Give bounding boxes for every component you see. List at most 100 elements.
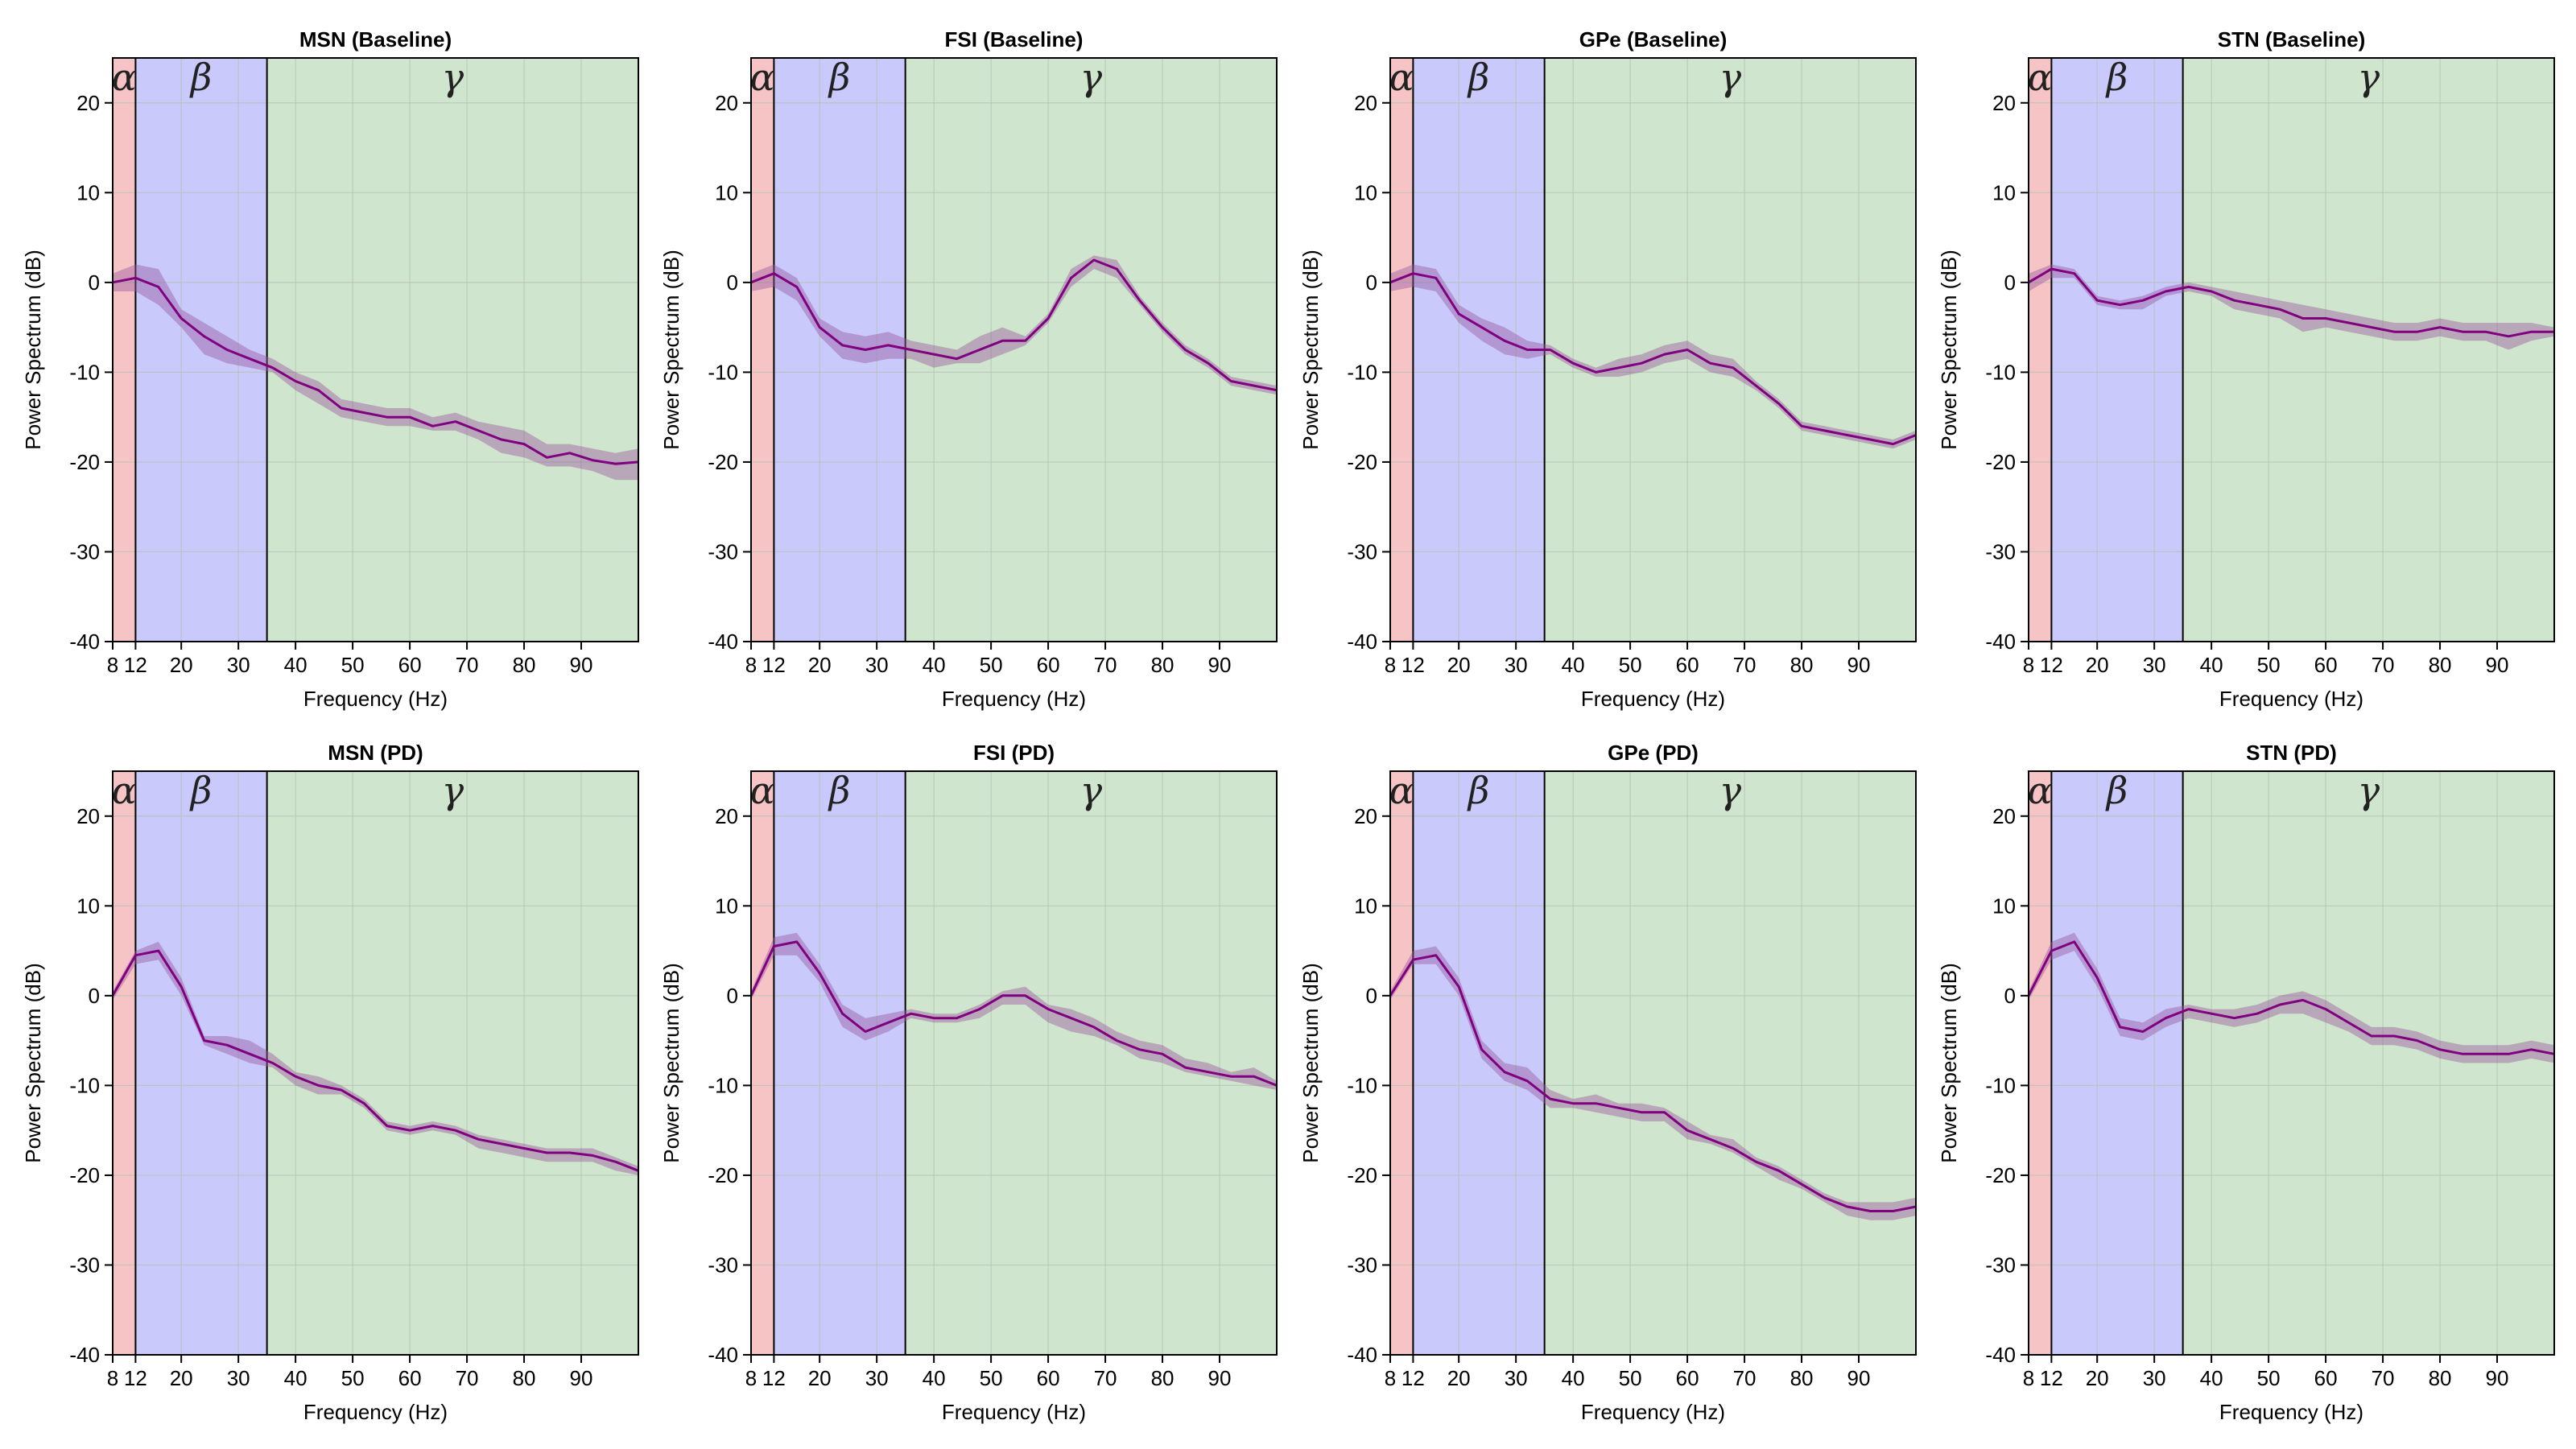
x-tick-label: 50 — [341, 653, 365, 677]
band-region-2 — [774, 58, 906, 642]
band-region-3 — [905, 771, 1277, 1355]
x-tick-label: 20 — [808, 653, 832, 677]
band-region-3 — [2182, 771, 2554, 1355]
x-axis-label: Frequency (Hz) — [303, 687, 448, 711]
x-tick-label: 80 — [2429, 1366, 2452, 1390]
x-tick-label: 90 — [1847, 1366, 1871, 1390]
x-tick-label: 40 — [923, 1366, 946, 1390]
x-tick-label: 50 — [980, 1366, 1003, 1390]
y-tick-label: -10 — [1347, 1073, 1377, 1097]
y-tick-label: -40 — [1985, 1343, 2016, 1367]
y-tick-label: 10 — [1354, 894, 1377, 918]
y-tick-label: 20 — [715, 804, 738, 828]
band-label-2: β — [189, 56, 213, 99]
y-tick-label: -10 — [708, 1073, 738, 1097]
y-tick-label: 0 — [2004, 270, 2016, 295]
x-tick-label: 90 — [1208, 1366, 1232, 1390]
band-region-1 — [2029, 58, 2052, 642]
x-tick-label: 60 — [398, 1366, 422, 1390]
band-label-2: β — [1467, 769, 1490, 812]
x-tick-label: 8 — [745, 1366, 757, 1390]
x-tick-label: 80 — [1790, 1366, 1814, 1390]
y-tick-label: 20 — [1354, 804, 1377, 828]
y-tick-label: -40 — [708, 630, 738, 654]
plot-frame — [2028, 770, 2555, 1356]
band-region-3 — [1544, 771, 1916, 1355]
band-region-1 — [2029, 771, 2052, 1355]
subplot-4: α β γ 8 12 20 30 40 50 60 70 80 90 -40 -30 -20 -10 0 10 20 S… — [1937, 27, 2555, 711]
band-label-2: β — [2105, 56, 2128, 99]
y-tick-label: 0 — [727, 984, 738, 1008]
band-region-3 — [1544, 58, 1916, 642]
y-tick-label: -20 — [69, 1163, 100, 1187]
band-label-1: α — [112, 769, 137, 812]
band-label-2: β — [1467, 56, 1490, 99]
band-region-2 — [135, 58, 267, 642]
x-tick-label: 12 — [124, 653, 147, 677]
x-tick-label: 90 — [2486, 653, 2509, 677]
x-tick-label: 60 — [2314, 1366, 2338, 1390]
band-label-1: α — [2028, 56, 2053, 99]
x-tick-label: 12 — [2040, 1366, 2063, 1390]
chart-title: FSI (Baseline) — [945, 27, 1084, 52]
y-tick-label: 10 — [76, 894, 100, 918]
series-line — [749, 940, 1278, 1087]
plot-frame — [1389, 770, 1917, 1356]
x-tick-label: 70 — [2372, 1366, 2395, 1390]
x-tick-label: 60 — [1676, 1366, 1699, 1390]
band-region-2 — [2051, 771, 2183, 1355]
y-tick-label: 0 — [727, 270, 738, 295]
chart-title: MSN (Baseline) — [299, 27, 452, 52]
x-tick-label: 12 — [1402, 653, 1425, 677]
x-tick-label: 70 — [2372, 653, 2395, 677]
chart-title: GPe (Baseline) — [1579, 27, 1728, 52]
band-label-2: β — [2105, 769, 2128, 812]
plot-frame — [750, 57, 1278, 642]
y-tick-label: 10 — [1354, 180, 1377, 204]
band-label-1: α — [750, 769, 775, 812]
x-tick-label: 60 — [398, 653, 422, 677]
subplot-8: α β γ 8 12 20 30 40 50 60 70 80 90 -40 -30 -20 -10 0 10 20 S… — [1937, 741, 2555, 1424]
y-tick-label: 20 — [1992, 91, 2016, 115]
y-tick-label: 0 — [1366, 270, 1377, 295]
confidence-band — [1390, 264, 1916, 449]
y-axis-label: Power Spectrum (dB) — [1298, 963, 1323, 1163]
y-tick-label: -10 — [69, 1073, 100, 1097]
band-region-2 — [1413, 771, 1545, 1355]
x-tick-label: 90 — [570, 1366, 593, 1390]
plot-frame — [2028, 57, 2555, 642]
y-tick-label: -20 — [1347, 450, 1377, 474]
band-label-1: α — [750, 56, 775, 99]
y-tick-label: -20 — [1985, 450, 2016, 474]
y-tick-label: 10 — [1992, 180, 2016, 204]
x-tick-label: 40 — [923, 653, 946, 677]
x-tick-label: 60 — [2314, 653, 2338, 677]
band-label-3: γ — [1080, 56, 1103, 99]
y-tick-label: -20 — [708, 1163, 738, 1187]
x-axis-label: Frequency (Hz) — [1581, 1400, 1725, 1424]
y-tick-label: -30 — [708, 1253, 738, 1277]
y-tick-label: -10 — [1985, 360, 2016, 384]
x-tick-label: 20 — [170, 1366, 193, 1390]
y-tick-label: -40 — [708, 1343, 738, 1367]
x-tick-label: 20 — [2086, 1366, 2109, 1390]
x-axis-label: Frequency (Hz) — [2219, 687, 2363, 711]
x-tick-label: 70 — [456, 1366, 479, 1390]
y-tick-label: -40 — [1347, 1343, 1377, 1367]
confidence-band — [2029, 264, 2554, 350]
y-tick-label: -10 — [708, 360, 738, 384]
band-label-3: γ — [2358, 56, 2380, 99]
x-tick-label: 90 — [1208, 653, 1232, 677]
x-tick-label: 20 — [2086, 653, 2109, 677]
y-tick-label: -30 — [69, 539, 100, 564]
band-region-2 — [774, 771, 906, 1355]
x-tick-label: 50 — [1619, 1366, 1642, 1390]
y-tick-label: -10 — [1347, 360, 1377, 384]
band-label-1: α — [2028, 769, 2053, 812]
y-tick-label: -20 — [1347, 1163, 1377, 1187]
y-tick-label: 20 — [715, 91, 738, 115]
x-tick-label: 80 — [1790, 653, 1814, 677]
band-label-1: α — [1389, 56, 1414, 99]
x-tick-label: 12 — [762, 653, 786, 677]
y-tick-label: -20 — [1985, 1163, 2016, 1187]
